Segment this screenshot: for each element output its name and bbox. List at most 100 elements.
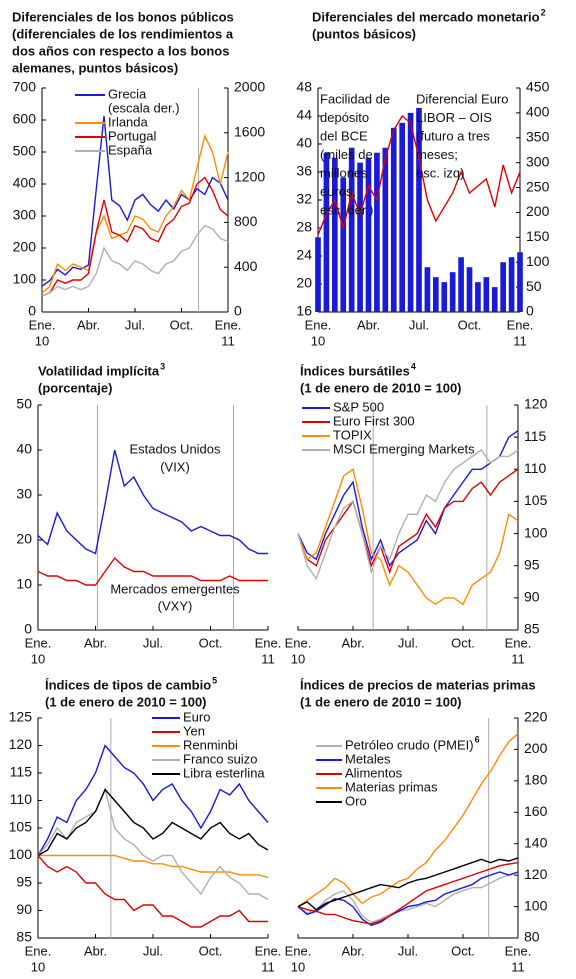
series-line [297,871,519,927]
x-tick-label: Ene. [305,317,332,332]
legend-label: Petróleo crudo (PMEI) [345,737,474,752]
chart-title: (1 de enero de 2010 = 100) [300,694,462,709]
title-note: 5 [212,675,217,685]
bar [441,282,448,312]
legend-label: MSCI Emerging Markets [333,441,475,456]
chart-title: (1 de enero de 2010 = 100) [300,380,462,395]
legend-label: Materias primas [345,779,438,794]
bar [399,122,405,312]
series-line [37,449,268,555]
annotation: Diferencial Euro [416,91,509,106]
series-line [297,430,519,568]
y-tick-label: 110 [10,791,33,807]
legend-note: 6 [475,734,480,744]
annotation: Facilidad de [320,91,390,106]
legend-label: Libra esterlina [183,765,265,780]
y-tick-label: 50 [16,396,32,412]
x-tick-label: Ene. [505,635,532,650]
y-tick-label: 95 [524,556,540,572]
bar [433,277,439,312]
x-tick-label: Ene. [25,635,52,650]
y-tick-label: 32 [296,191,312,207]
y-tick-label: 1600 [234,124,265,140]
bar [449,272,456,312]
legend-label: Renminbi [183,737,238,752]
y-tick-label: 10 [16,576,32,592]
series-line [297,733,519,908]
legend-label: S&P 500 [333,399,384,414]
y-tick-label: 700 [13,79,37,95]
bar [390,127,397,312]
chart-title: Volatilidad implícita [38,363,160,378]
x-tick-label: Oct. [170,317,194,332]
series-line [297,871,519,924]
y-tick-label: 40 [296,135,312,151]
y-tick-label: 100 [13,271,37,287]
bar [491,287,498,312]
y-tick-label: 0 [234,303,242,319]
legend-label: TOPIX [333,427,372,442]
y-tick-label: 180 [524,772,548,788]
chart-title: (1 de enero de 2010 = 100) [45,694,207,709]
y-tick-label: 28 [296,219,312,235]
y-tick-label: 95 [16,874,32,890]
bar [365,157,372,312]
legend-label: (escala der.) [108,100,180,115]
series-line [297,861,519,925]
y-tick-label: 350 [526,128,550,144]
bar [424,267,431,312]
y-tick-label: 600 [13,111,37,127]
bar [508,257,515,312]
legend-label: Metales [345,751,391,766]
series-line [37,855,268,928]
annotation: esc. der.) [320,202,373,217]
y-tick-label: 500 [13,143,37,159]
series-line [41,115,229,287]
y-tick-label: 110 [524,460,547,476]
annotation: (VXY) [158,598,193,613]
bar [475,282,481,312]
bar [323,152,330,312]
x-tick-label: Oct. [451,943,475,958]
x-tick-label: Jul. [143,943,163,958]
legend-label: Oro [345,793,367,808]
x-tick-label: Ene. [285,635,312,650]
legend-label: Euro First 300 [333,413,415,428]
x-tick-label: Ene. [215,317,242,332]
y-tick-label: 150 [526,228,550,244]
x-year-label: 10 [311,333,325,348]
bar [500,262,506,312]
annotation: (VIX) [160,459,190,474]
x-tick-label: Abr. [84,635,107,650]
x-year-label: 10 [35,333,49,348]
title-note: 2 [541,7,546,17]
annotation: (miles de [320,147,373,162]
annotation: (futuro a tres [416,128,490,143]
x-tick-label: Ene. [29,317,56,332]
y-tick-label: 200 [524,740,548,756]
y-tick-label: 0 [24,621,32,637]
bar [517,252,523,312]
x-year-label: 10 [291,959,305,974]
annotation: millones [320,165,368,180]
annotation: Mercados emergentes [110,581,240,596]
x-tick-label: Jul. [398,635,418,650]
x-tick-label: Jul. [143,635,163,650]
x-tick-label: Oct. [199,943,223,958]
y-tick-label: 85 [16,929,32,945]
annotation: depósito [320,110,369,125]
series-line [297,468,519,606]
series-line [38,854,269,879]
y-tick-label: 120 [524,396,548,412]
chart-title: dos años con respecto a los bonos [12,43,229,58]
bar [332,157,338,312]
chart-title: Índices de tipos de cambio [45,677,211,692]
y-tick-label: 48 [296,79,312,95]
series-line [41,224,229,297]
series-line [297,449,519,581]
x-year-label: 11 [261,959,275,974]
chart-title: (diferenciales de los rendimientos a [12,26,234,41]
annotation: meses; [416,147,458,162]
chart-title: Índices bursátiles [300,363,410,378]
chart-title: Diferenciales del mercado monetario [312,9,540,24]
